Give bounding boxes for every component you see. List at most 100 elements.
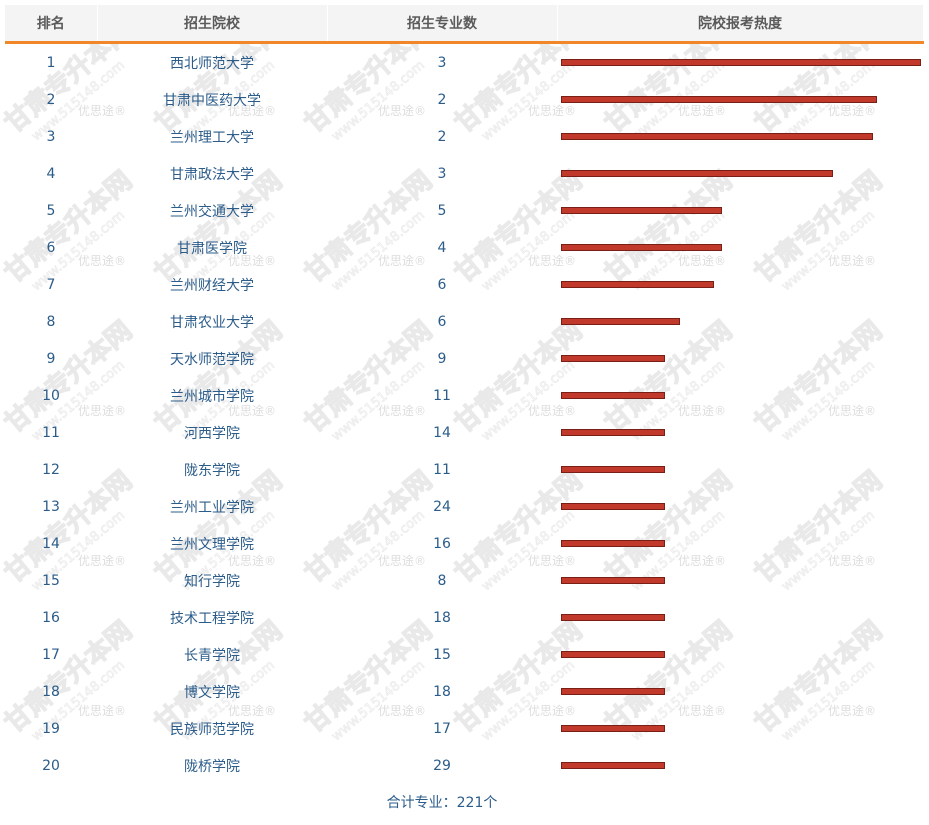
school-cell: 兰州工业学院 [170, 499, 254, 516]
heat-cell [557, 266, 923, 303]
school-cell: 民族师范学院 [170, 721, 254, 738]
major-count-cell: 18 [433, 609, 451, 626]
rank-cell: 15 [42, 572, 60, 589]
ranking-table: 排名 招生院校 招生专业数 院校报考热度 1 西北师范大学 3 2 甘肃中医药大学 2 3 兰… [5, 5, 924, 784]
heat-bar [561, 466, 665, 473]
rank-cell: 10 [42, 387, 60, 404]
heat-bar [561, 355, 665, 362]
table-row: 16 技术工程学院 18 [5, 599, 923, 636]
school-cell: 甘肃中医药大学 [163, 92, 261, 109]
rank-cell: 5 [46, 202, 56, 219]
table-row: 17 长青学院 15 [5, 636, 923, 673]
heat-cell [557, 43, 923, 82]
school-cell: 西北师范大学 [170, 55, 254, 72]
heat-cell [557, 525, 923, 562]
heat-bar [561, 577, 665, 584]
heat-bar [561, 651, 665, 658]
major-count-cell: 29 [433, 757, 451, 774]
school-cell: 甘肃政法大学 [170, 166, 254, 183]
table-row: 4 甘肃政法大学 3 [5, 155, 923, 192]
school-cell: 河西学院 [184, 425, 240, 442]
school-cell: 陇桥学院 [184, 758, 240, 775]
major-count-cell: 3 [437, 165, 447, 182]
rank-cell: 20 [42, 757, 60, 774]
heat-cell [557, 488, 923, 525]
total-majors: 合计专业：221个 [386, 795, 498, 811]
school-cell: 知行学院 [184, 573, 240, 590]
table-row: 20 陇桥学院 29 [5, 747, 923, 784]
table-row: 1 西北师范大学 3 [5, 43, 923, 82]
table-row: 10 兰州城市学院 11 [5, 377, 923, 414]
table-row: 11 河西学院 14 [5, 414, 923, 451]
rank-cell: 2 [46, 91, 56, 108]
major-count-cell: 24 [433, 498, 451, 515]
header-rank[interactable]: 排名 [5, 5, 98, 44]
rank-cell: 6 [46, 239, 56, 256]
school-cell: 长青学院 [184, 647, 240, 664]
heat-cell [557, 377, 923, 414]
school-cell: 陇东学院 [184, 462, 240, 479]
table-row: 14 兰州文理学院 16 [5, 525, 923, 562]
table-row: 7 兰州财经大学 6 [5, 266, 923, 303]
table-header: 排名 招生院校 招生专业数 院校报考热度 [5, 5, 924, 44]
heat-bar [561, 392, 665, 399]
table-row: 5 兰州交通大学 5 [5, 192, 923, 229]
heat-cell [557, 414, 923, 451]
heat-cell [557, 118, 923, 155]
table-row: 9 天水师范学院 9 [5, 340, 923, 377]
heat-cell [557, 229, 923, 266]
major-count-cell: 14 [433, 424, 451, 441]
major-count-cell: 6 [437, 313, 447, 330]
table-row: 6 甘肃医学院 4 [5, 229, 923, 266]
school-cell: 兰州城市学院 [170, 388, 254, 405]
major-count-cell: 3 [437, 54, 447, 71]
major-count-cell: 11 [433, 461, 451, 478]
school-cell: 兰州文理学院 [170, 536, 254, 553]
rank-cell: 16 [42, 609, 60, 626]
heat-bar [561, 170, 833, 177]
major-count-cell: 15 [433, 646, 451, 663]
major-count-cell: 16 [433, 535, 451, 552]
heat-cell [557, 303, 923, 340]
major-count-cell: 4 [437, 239, 447, 256]
school-cell: 天水师范学院 [170, 351, 254, 368]
heat-cell [557, 340, 923, 377]
table-row: 3 兰州理工大学 2 [5, 118, 923, 155]
header-heat[interactable]: 院校报考热度 [557, 5, 924, 44]
table-row: 13 兰州工业学院 24 [5, 488, 923, 525]
heat-bar [561, 207, 722, 214]
major-count-cell: 8 [437, 572, 447, 589]
heat-bar [561, 96, 877, 103]
heat-cell [557, 673, 923, 710]
major-count-cell: 9 [437, 350, 447, 367]
major-count-cell: 2 [437, 128, 447, 145]
heat-bar [561, 59, 921, 66]
heat-bar [561, 540, 665, 547]
school-cell: 甘肃医学院 [177, 240, 247, 257]
major-count-cell: 6 [437, 276, 447, 293]
rank-cell: 8 [46, 313, 56, 330]
heat-cell [557, 155, 923, 192]
heat-cell [557, 636, 923, 673]
rank-cell: 19 [42, 720, 60, 737]
school-cell: 技术工程学院 [170, 610, 254, 627]
major-count-cell: 18 [433, 683, 451, 700]
rank-cell: 13 [42, 498, 60, 515]
heat-bar [561, 133, 873, 140]
heat-cell [557, 81, 923, 118]
table-row: 8 甘肃农业大学 6 [5, 303, 923, 340]
rank-cell: 4 [46, 165, 56, 182]
heat-bar [561, 503, 665, 510]
heat-cell [557, 192, 923, 229]
heat-cell [557, 710, 923, 747]
header-school[interactable]: 招生院校 [97, 5, 328, 44]
school-cell: 博文学院 [184, 684, 240, 701]
table-body: 1 西北师范大学 3 2 甘肃中医药大学 2 3 兰州理工大学 2 4 甘肃政法大学 3 5 兰州交通大学… [5, 43, 923, 785]
rank-cell: 14 [42, 535, 60, 552]
header-major-count[interactable]: 招生专业数 [327, 5, 558, 44]
table-row: 2 甘肃中医药大学 2 [5, 81, 923, 118]
heat-bar [561, 762, 665, 769]
rank-cell: 11 [42, 424, 60, 441]
heat-cell [557, 599, 923, 636]
major-count-cell: 2 [437, 91, 447, 108]
